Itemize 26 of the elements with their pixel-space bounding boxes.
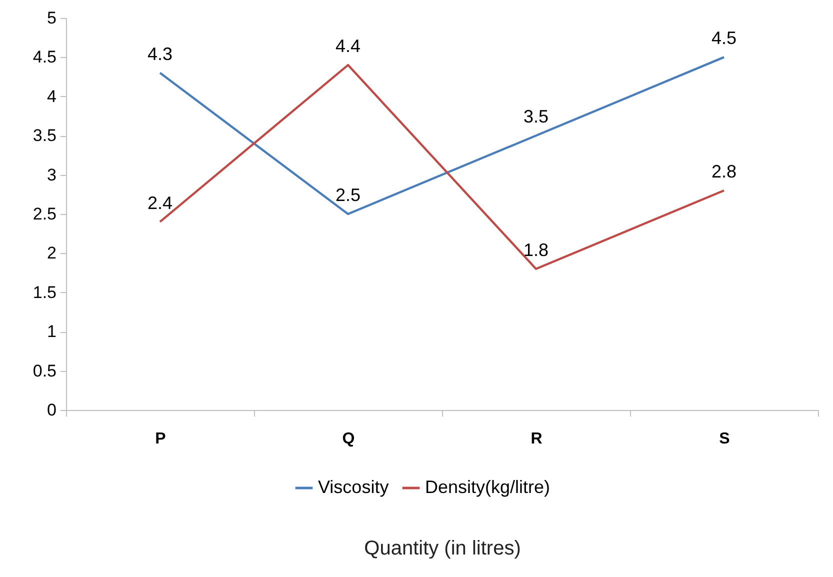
data-label: 4.5: [711, 28, 737, 48]
data-label: 2.5: [335, 185, 361, 205]
x-tick-label: S: [719, 430, 730, 448]
y-tick-label: 3.5: [32, 126, 56, 146]
legend-label: Density(kg/litre): [425, 477, 550, 497]
data-label: 2.8: [711, 161, 737, 182]
y-tick-label: 1.5: [32, 282, 56, 302]
y-tick-label: 3: [47, 165, 56, 184]
y-tick-label: 5: [47, 8, 56, 28]
y-tick-label: 1: [47, 322, 56, 342]
legend-label: Viscosity: [318, 477, 389, 497]
data-label: 3.5: [523, 106, 549, 127]
y-tick-label: 0: [47, 400, 56, 420]
y-tick-label: 0.5: [32, 361, 56, 380]
data-label: 4.4: [335, 36, 361, 56]
x-axis-title: Quantity (in litres): [364, 538, 521, 560]
y-tick-label: 4: [47, 86, 56, 106]
x-tick-label: P: [155, 430, 166, 448]
y-tick-label: 2.5: [32, 204, 56, 224]
data-label: 2.4: [147, 192, 173, 213]
y-tick-label: 4.5: [32, 48, 56, 67]
data-label: 1.8: [523, 240, 549, 260]
y-tick-label: 2: [47, 244, 56, 263]
x-tick-label: Q: [342, 430, 355, 448]
x-tick-label: R: [530, 430, 543, 448]
data-label: 4.3: [147, 44, 173, 64]
